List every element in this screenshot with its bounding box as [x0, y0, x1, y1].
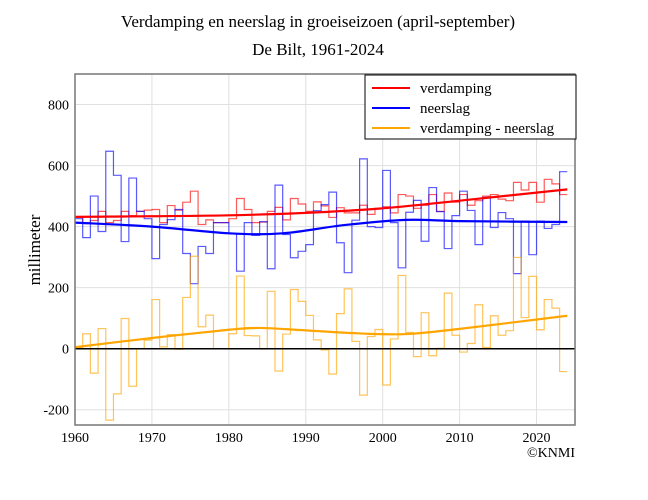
- legend-label: verdamping: [420, 81, 492, 97]
- chart-subtitle: De Bilt, 1961-2024: [252, 40, 384, 59]
- x-tick-label: 1960: [61, 431, 89, 446]
- plot-frame: [74, 73, 576, 426]
- y-tick-label: 200: [48, 282, 69, 297]
- step-series-verdamping-neerslag: [75, 255, 568, 421]
- trend-line-verdamping-neerslag: [74, 314, 568, 349]
- legend-label: verdamping - neerslag: [420, 121, 555, 137]
- legend-label: neerslag: [420, 101, 470, 117]
- y-tick-label: 400: [48, 221, 69, 236]
- chart-title: Verdamping en neerslag in groeiseizoen (…: [120, 12, 516, 31]
- x-tick-label: 2010: [446, 431, 474, 446]
- y-axis-label: millimeter: [25, 214, 44, 285]
- y-tick-label: 600: [48, 160, 69, 175]
- x-tick-label: 1970: [138, 431, 166, 446]
- trend-line-neerslag: [74, 218, 568, 236]
- credit-text: ©KNMI: [527, 446, 575, 461]
- x-tick-label: 2000: [369, 431, 397, 446]
- x-tick-label: 1990: [292, 431, 320, 446]
- trend-line-verdamping: [74, 188, 568, 218]
- y-tick-label: 800: [48, 99, 69, 114]
- step-series-verdamping: [75, 178, 568, 226]
- x-tick-label: 1980: [215, 431, 243, 446]
- x-tick-label: 2020: [523, 431, 551, 446]
- y-tick-label: 0: [62, 343, 69, 358]
- step-series-neerslag: [75, 150, 568, 285]
- y-tick-label: -200: [43, 404, 69, 419]
